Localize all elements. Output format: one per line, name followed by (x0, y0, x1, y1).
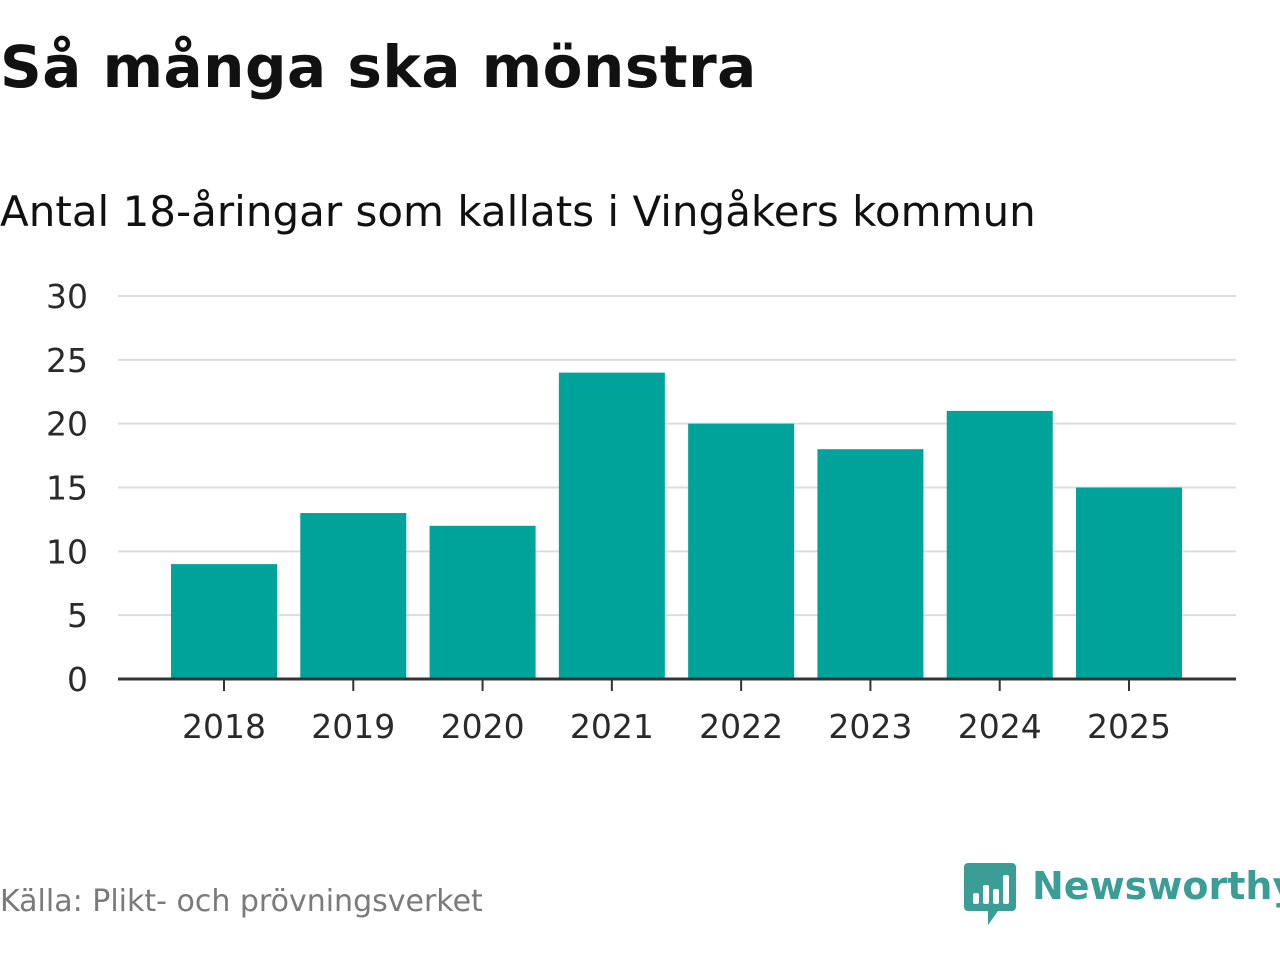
bar-2019 (300, 513, 407, 679)
x-tick-label: 2025 (1087, 707, 1171, 746)
x-tick-label: 2022 (699, 707, 783, 746)
bar-2022 (688, 423, 795, 679)
brand-name: Newsworthy (1032, 864, 1280, 908)
bar-2025 (1076, 487, 1182, 679)
y-axis: 0 5 10 15 20 25 30 (46, 277, 88, 699)
grid-lines (118, 295, 1236, 617)
y-tick-label: 25 (46, 341, 88, 380)
x-tick-label: 2024 (958, 707, 1042, 746)
y-tick-label: 0 (67, 660, 88, 699)
source-note: Källa: Plikt- och prövningsverket (0, 884, 483, 919)
x-tick-label: 2021 (570, 707, 654, 746)
bar-2018 (171, 564, 277, 679)
y-tick-label: 30 (46, 277, 88, 316)
bar-2020 (429, 525, 536, 679)
brand-logo: Newsworthy (964, 862, 1280, 926)
bars (171, 372, 1182, 679)
x-tick-label: 2023 (828, 707, 912, 746)
bar-2021 (558, 372, 665, 679)
x-tick-label: 2020 (441, 707, 525, 746)
x-tick-label: 2018 (182, 707, 266, 746)
chart-title: Så många ska mönstra (0, 33, 757, 101)
y-tick-label: 20 (46, 405, 88, 444)
x-axis: 2018 2019 2020 2021 2022 2023 2024 2025 (118, 677, 1236, 746)
chart-subtitle: Antal 18-åringar som kallats i Vingåkers… (0, 187, 1036, 236)
y-tick-label: 15 (46, 469, 88, 508)
bar-2023 (817, 449, 924, 679)
y-tick-label: 10 (46, 532, 88, 571)
x-tick-label: 2019 (311, 707, 395, 746)
bar-2024 (946, 410, 1053, 679)
newsworthy-logo-icon (964, 863, 1016, 925)
y-tick-label: 5 (67, 596, 88, 635)
